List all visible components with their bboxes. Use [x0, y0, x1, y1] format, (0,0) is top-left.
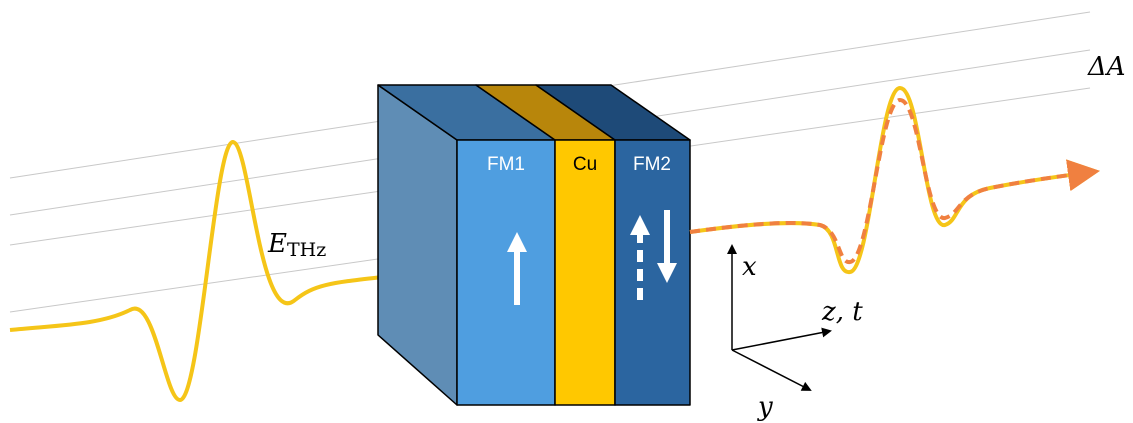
pulse-label: ETHz	[267, 229, 326, 261]
axis-label: y	[757, 392, 773, 422]
incoming-pulse	[9, 139, 440, 403]
pulse-symbol: E	[267, 229, 287, 259]
pulse-subscript: THz	[287, 239, 326, 261]
signal-label: ΔA	[1087, 52, 1126, 82]
sample-stack	[377, 84, 691, 406]
coordinate-axes	[727, 244, 832, 391]
magnetization-arrows	[507, 210, 677, 305]
layer-label: Cu	[573, 154, 597, 175]
axis-label: z, t	[821, 297, 863, 327]
layer-label: FM1	[487, 154, 525, 175]
axis-label: x	[742, 252, 757, 282]
layer-label: FM2	[633, 154, 671, 175]
modulated-pulse	[689, 97, 1100, 264]
